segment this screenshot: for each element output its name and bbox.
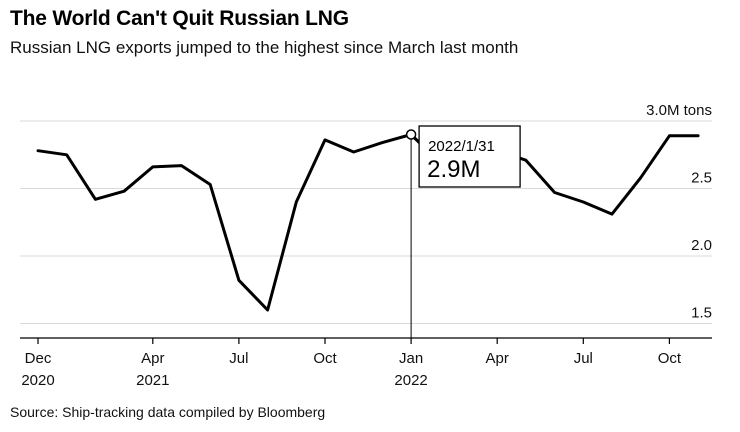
x-tick-label: Jul (229, 350, 248, 367)
x-tick-year-label: 2021 (136, 372, 169, 389)
y-tick-label: 2.0 (691, 237, 712, 254)
tooltip-box (418, 125, 521, 188)
x-tick-label: Apr (486, 350, 509, 367)
y-tick-label: 3.0M tons (646, 102, 712, 119)
x-tick-label: Oct (658, 350, 682, 367)
chart-subtitle: Russian LNG exports jumped to the highes… (10, 38, 519, 57)
x-tick-label: Jul (574, 350, 593, 367)
x-tick-label: Jan (399, 350, 423, 367)
tooltip-date: 2022/1/31 (428, 138, 495, 155)
x-axis: Dec 2020 Apr 2021 Jul Oct Jan 2022 Apr Jul Oct (20, 337, 712, 389)
series-layer (36, 133, 700, 338)
x-tick-label: Dec (25, 350, 52, 367)
tooltip[interactable]: 2022/1/312.9M (405, 125, 521, 188)
grid-lines (20, 120, 712, 324)
series-line (36, 133, 700, 312)
highlight-point[interactable] (405, 129, 417, 140)
chart-title: The World Can't Quit Russian LNG (10, 7, 349, 30)
x-tick-year-label: 2020 (21, 372, 54, 389)
y-tick-label: 2.5 (691, 170, 712, 187)
y-axis-labels: 3.0M tons 2.5 2.0 1.5 (646, 102, 712, 322)
x-tick-year-label: 2022 (394, 372, 427, 389)
chart-source: Source: Ship-tracking data compiled by B… (10, 404, 326, 420)
y-tick-label: 1.5 (691, 305, 712, 322)
x-tick-label: Oct (313, 350, 337, 367)
tooltip-value: 2.9M (427, 156, 480, 183)
x-tick-label: Apr (141, 350, 164, 367)
